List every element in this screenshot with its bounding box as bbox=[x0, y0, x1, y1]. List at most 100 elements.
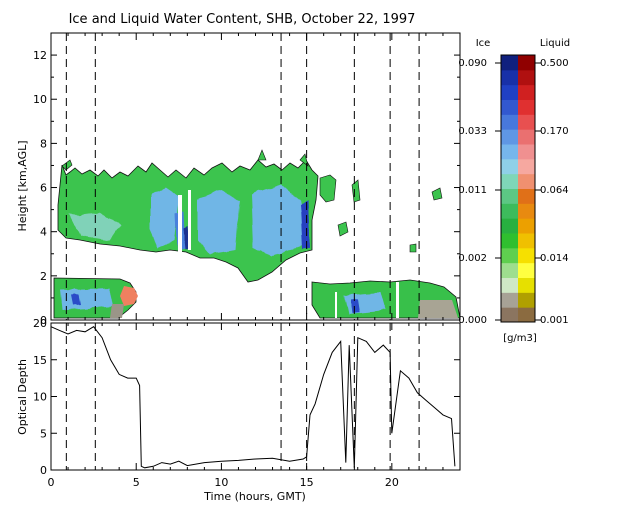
colorbar-liquid-swatch bbox=[518, 218, 535, 234]
mid-level-cloud bbox=[351, 179, 361, 203]
colorbar-liquid-swatch bbox=[518, 69, 535, 86]
upper-y-axis-label: Height [km,AGL] bbox=[16, 140, 29, 231]
boundary-layer-ice-core bbox=[60, 288, 114, 310]
boundary-layer-liquid-core bbox=[120, 286, 138, 306]
upper-y-tick-label: 10 bbox=[33, 93, 47, 106]
colorbar-ice-tick-label: 0.000 bbox=[458, 315, 487, 326]
colorbar-liquid-swatch bbox=[518, 188, 535, 204]
colorbar-ice-swatch bbox=[501, 144, 518, 160]
x-tick-label: 10 bbox=[214, 476, 228, 489]
colorbar-ice-swatch bbox=[501, 129, 518, 145]
cloud-gap bbox=[335, 292, 337, 318]
colorbar-ice-swatch bbox=[501, 114, 518, 130]
colorbar-ice-label: Ice bbox=[476, 38, 491, 49]
colorbar-ice-tick-label: 0.090 bbox=[458, 58, 487, 69]
upper-y-tick-label: 0 bbox=[40, 314, 47, 327]
x-tick-label: 0 bbox=[48, 476, 55, 489]
colorbar-ice-swatch bbox=[501, 99, 518, 115]
lower-y-axis-label: Optical Depth bbox=[16, 359, 29, 435]
colorbar-ice-tick-label: 0.011 bbox=[458, 185, 487, 196]
colorbar-ice-swatch bbox=[501, 173, 518, 189]
ice-high-content-streak bbox=[198, 190, 240, 254]
ice-wisp bbox=[61, 159, 73, 171]
colorbar-liquid-swatch bbox=[518, 114, 535, 130]
event-lines bbox=[65, 33, 420, 470]
lower-plot-frame bbox=[50, 322, 461, 471]
ice-wisp bbox=[257, 149, 267, 161]
upper-y-tick-label: 2 bbox=[40, 270, 47, 283]
colorbar-liquid-swatch bbox=[518, 158, 535, 175]
lower-y-tick-label: 5 bbox=[40, 427, 47, 440]
colorbar-liquid-swatch bbox=[518, 55, 535, 71]
colorbar-ice-swatch bbox=[501, 218, 518, 234]
cloud-image bbox=[53, 149, 461, 319]
lower-y-tick-label: 10 bbox=[33, 391, 47, 404]
colorbar-ice-swatch bbox=[501, 307, 518, 323]
boundary-layer-ice-core bbox=[72, 294, 82, 305]
colorbar-ice-tick-label: 0.002 bbox=[458, 253, 487, 264]
optical-depth-line bbox=[50, 326, 456, 469]
colorbar-ice-swatch bbox=[501, 84, 518, 100]
colorbar-liquid-swatch bbox=[518, 292, 535, 308]
colorbar-ice-swatch bbox=[501, 247, 518, 264]
ice-high-content-streak bbox=[250, 185, 304, 256]
colorbar-ice-swatch bbox=[501, 277, 518, 293]
colorbar-liquid-label: Liquid bbox=[540, 38, 570, 49]
colorbar-liquid-swatch bbox=[518, 307, 535, 323]
colorbar-liquid-tick-label: 0.064 bbox=[540, 185, 569, 196]
colorbar-liquid-swatch bbox=[518, 84, 535, 100]
x-tick-label: 5 bbox=[133, 476, 140, 489]
colorbar-liquid-swatch bbox=[518, 129, 535, 145]
colorbar-liquid-tick-label: 0.001 bbox=[540, 315, 569, 326]
colorbar-liquid-tick-label: 0.014 bbox=[540, 253, 569, 264]
x-tick-label: 15 bbox=[300, 476, 314, 489]
ice-high-content-streak bbox=[300, 200, 310, 250]
upper-y-tick-label: 12 bbox=[33, 49, 47, 62]
colorbar-ice-swatch bbox=[501, 203, 518, 219]
colorbar-ice-swatch bbox=[501, 69, 518, 86]
cloud-gap bbox=[178, 195, 182, 252]
colorbar-liquid-tick-label: 0.170 bbox=[540, 126, 569, 137]
lower-y-tick-label: 15 bbox=[33, 354, 47, 367]
colorbar-ice-swatch bbox=[501, 188, 518, 204]
upper-y-tick-label: 4 bbox=[40, 226, 47, 239]
colorbar-ice-tick-label: 0.033 bbox=[458, 126, 487, 137]
colorbar-liquid-swatch bbox=[518, 144, 535, 160]
boundary-layer-mixed-core bbox=[418, 300, 458, 318]
upper-y-tick-label: 8 bbox=[40, 137, 47, 150]
colorbar: 0.090 0.033 0.011 0.002 0.000 0.500 0.170 0.064… bbox=[458, 54, 569, 326]
optical-depth-series bbox=[50, 326, 456, 469]
upper-y-tick-label: 6 bbox=[40, 182, 47, 195]
ice-high-content-streak bbox=[150, 188, 180, 248]
mid-level-cloud bbox=[409, 243, 417, 253]
colorbar-liquid-swatch bbox=[518, 99, 535, 115]
cloud-gap bbox=[188, 190, 191, 250]
ice-high-content-streak bbox=[70, 212, 120, 240]
x-axis-label: Time (hours, GMT) bbox=[203, 490, 306, 503]
boundary-layer-mixed-core bbox=[110, 304, 124, 318]
colorbar-ice-swatch bbox=[501, 55, 518, 71]
colorbar-liquid-swatch bbox=[518, 233, 535, 249]
colorbar-liquid-swatch bbox=[518, 203, 535, 219]
ice-wisp bbox=[299, 153, 309, 167]
mid-level-cloud bbox=[337, 221, 349, 237]
mid-level-cloud bbox=[431, 187, 443, 201]
colorbar-ice-swatch bbox=[501, 158, 518, 175]
colorbar-liquid-swatch bbox=[518, 262, 535, 278]
colorbar-liquid-tick-label: 0.500 bbox=[540, 58, 569, 69]
chart-title: Ice and Liquid Water Content, SHB, Octob… bbox=[69, 12, 416, 27]
lower-y-tick-label: 0 bbox=[40, 464, 47, 477]
boundary-layer-ice-core bbox=[350, 299, 360, 313]
colorbar-frame bbox=[500, 54, 536, 323]
colorbar-units: [g/m3] bbox=[503, 333, 537, 344]
colorbar-ice-swatch bbox=[501, 262, 518, 278]
mid-level-cloud bbox=[319, 174, 337, 203]
x-tick-label: 20 bbox=[385, 476, 399, 489]
colorbar-liquid-swatch bbox=[518, 173, 535, 189]
colorbar-liquid-swatch bbox=[518, 277, 535, 293]
colorbar-liquid-swatch bbox=[518, 247, 535, 264]
lower-y-tick-label: 20 bbox=[33, 317, 47, 330]
